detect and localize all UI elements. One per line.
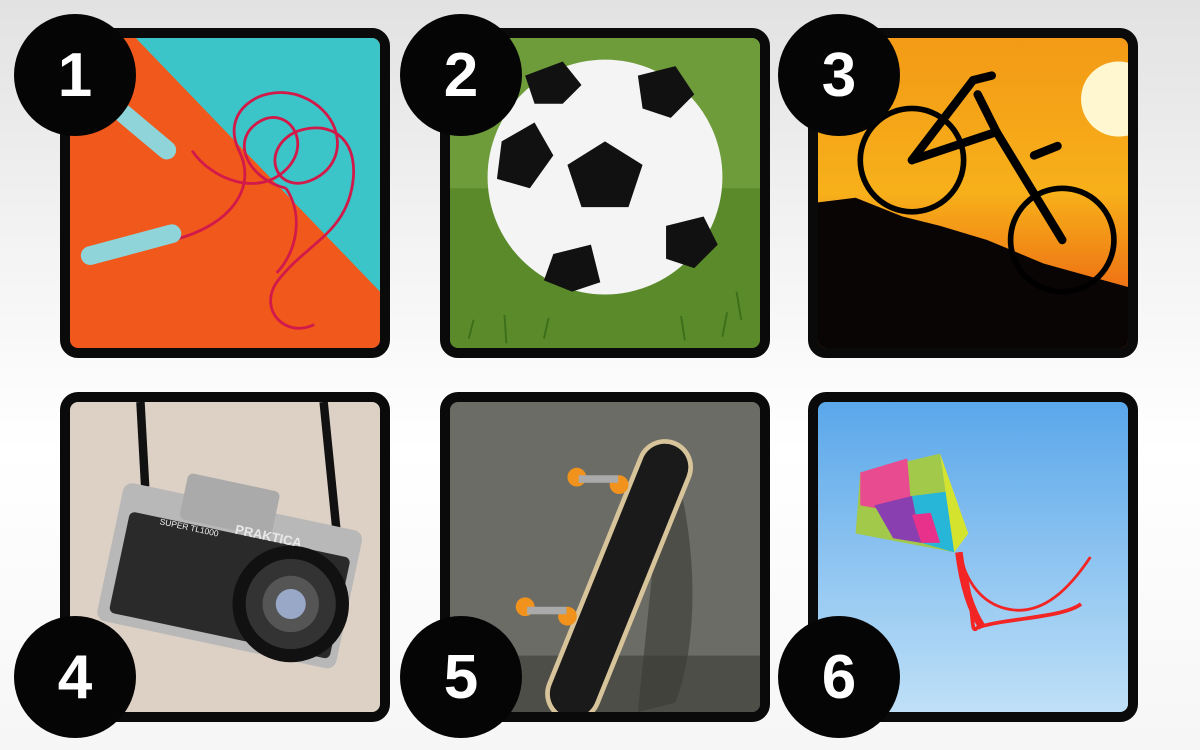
badge-6: 6	[778, 616, 900, 738]
badge-3: 3	[778, 14, 900, 136]
camera-icon: PRAKTICA SUPER TL1000	[70, 402, 380, 712]
badge-5: 5	[400, 616, 522, 738]
badge-2: 2	[400, 14, 522, 136]
tile-bicycle[interactable]	[808, 28, 1138, 358]
skateboard-icon	[450, 402, 760, 712]
tile-camera[interactable]: PRAKTICA SUPER TL1000	[60, 392, 390, 722]
tile-skateboard[interactable]	[440, 392, 770, 722]
badge-4: 4	[14, 616, 136, 738]
badge-1: 1	[14, 14, 136, 136]
